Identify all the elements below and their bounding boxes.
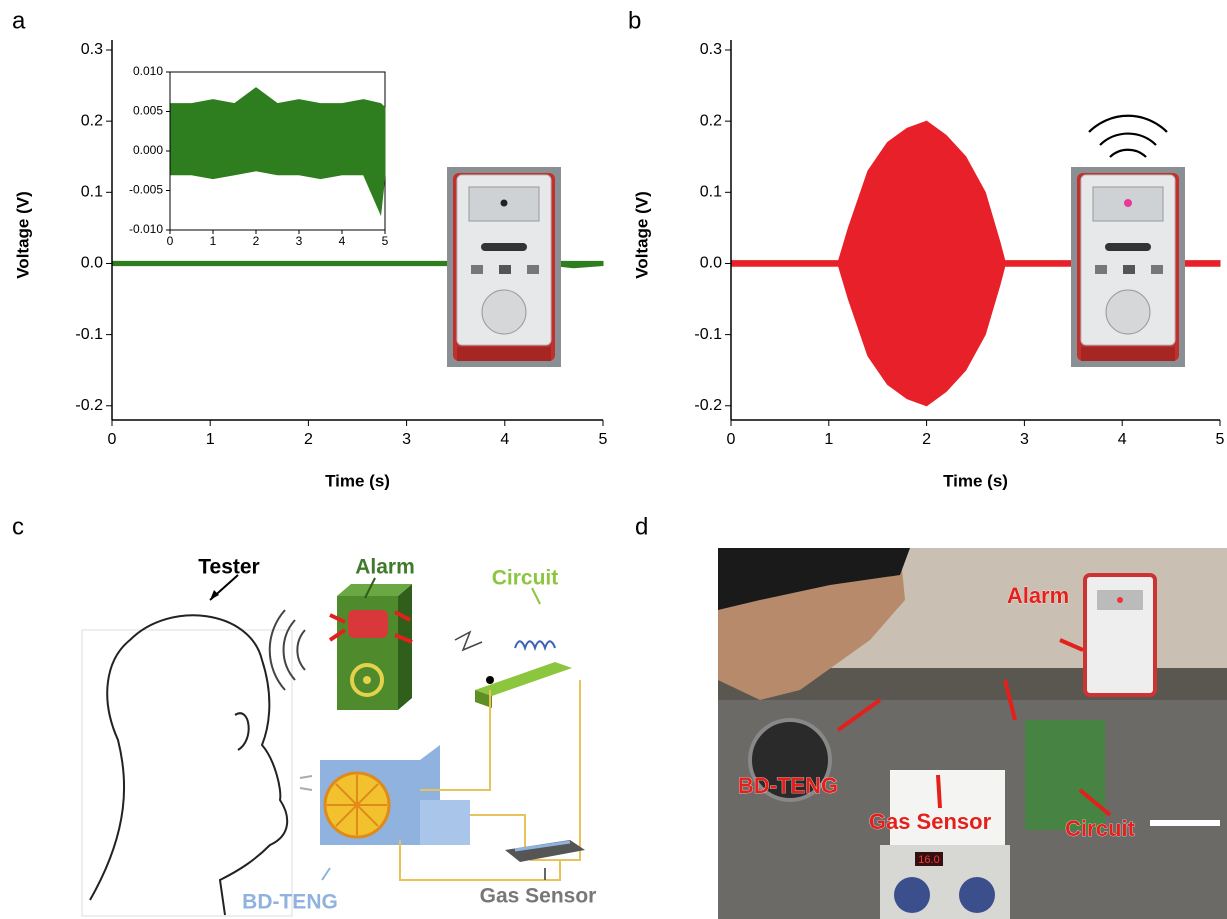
y-tick-label: 0.3	[700, 41, 722, 58]
y-tick-label: 0.0	[700, 255, 722, 272]
x-tick-label: 5	[382, 234, 389, 248]
y-tick-label: 0.0	[81, 255, 103, 272]
x-tick-label: 4	[1118, 431, 1127, 448]
photo-label: BD-TENG	[738, 773, 838, 798]
diagram-label: Tester	[198, 556, 259, 579]
x-tick-label: 2	[253, 234, 260, 248]
x-axis-label: Time (s)	[325, 471, 390, 490]
diagram-label: Circuit	[492, 567, 559, 590]
y-tick-label: 0.000	[133, 143, 163, 157]
y-tick-label: -0.2	[75, 397, 103, 414]
photo-label: Alarm	[1007, 583, 1069, 608]
panel-label: b	[628, 7, 641, 34]
y-tick-label: 0.2	[700, 112, 722, 129]
x-tick-label: 1	[210, 234, 217, 248]
y-tick-label: -0.010	[129, 222, 163, 236]
y-tick-label: -0.1	[75, 326, 103, 343]
x-tick-label: 5	[1216, 431, 1225, 448]
y-axis-label: Voltage (V)	[13, 191, 32, 279]
panel-b-device	[1071, 116, 1185, 367]
diagram-label: Alarm	[355, 556, 415, 579]
x-tick-label: 5	[599, 431, 608, 448]
photo-display: 16.0	[918, 854, 939, 866]
photo-label: Circuit	[1065, 816, 1135, 841]
panel-a-device	[447, 167, 561, 367]
y-tick-label: 0.2	[81, 112, 103, 129]
y-tick-label: 0.3	[81, 41, 103, 58]
y-tick-label: -0.2	[694, 397, 722, 414]
photo-label: Gas Sensor	[869, 809, 992, 834]
x-tick-label: 2	[922, 431, 931, 448]
y-tick-label: 0.1	[700, 184, 722, 201]
x-tick-label: 3	[402, 431, 411, 448]
x-tick-label: 1	[824, 431, 833, 448]
panel-label: a	[12, 7, 26, 34]
y-tick-label: -0.005	[129, 183, 163, 197]
y-tick-label: 0.005	[133, 104, 163, 118]
x-axis-label: Time (s)	[943, 471, 1008, 490]
diagram-label: BD-TENG	[242, 891, 338, 914]
y-tick-label: -0.1	[694, 326, 722, 343]
x-tick-label: 0	[108, 431, 117, 448]
panel-label: c	[12, 513, 24, 540]
diagram: Tester Alarm Circuit BD-TENG Gas Sensor	[82, 556, 596, 916]
x-tick-label: 4	[339, 234, 346, 248]
photo: 16.0 Alarm BD-TENG Gas Sensor Circuit	[718, 548, 1227, 919]
y-tick-label: 0.1	[81, 184, 103, 201]
panel-label: d	[635, 513, 648, 540]
x-tick-label: 2	[304, 431, 313, 448]
y-tick-label: 0.010	[133, 64, 163, 78]
x-tick-label: 0	[167, 234, 174, 248]
x-tick-label: 1	[206, 431, 215, 448]
figure: a b c d Tester Alarm Circuit	[0, 0, 1227, 919]
x-tick-label: 4	[500, 431, 509, 448]
x-tick-label: 3	[1020, 431, 1029, 448]
y-axis-label: Voltage (V)	[632, 191, 651, 279]
x-tick-label: 0	[727, 431, 736, 448]
diagram-label: Gas Sensor	[480, 885, 597, 908]
x-tick-label: 3	[296, 234, 303, 248]
